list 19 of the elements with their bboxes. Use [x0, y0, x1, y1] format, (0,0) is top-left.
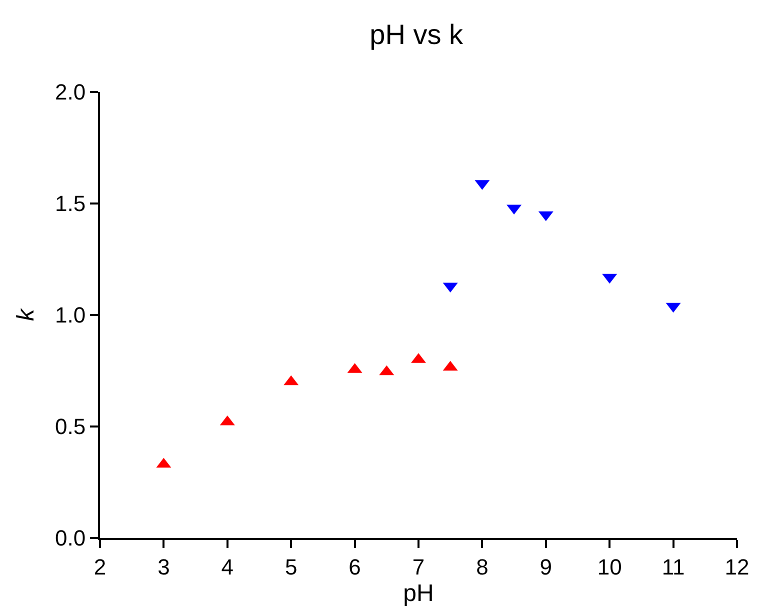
x-tick-label: 6: [348, 554, 361, 580]
x-axis-title: pH: [403, 580, 434, 608]
x-tick-label: 10: [597, 554, 622, 580]
chart-title: pH vs k: [370, 19, 464, 50]
x-tick-label: 2: [94, 554, 106, 580]
x-tick-label: 11: [662, 554, 685, 580]
y-tick-label: 1.0: [55, 302, 86, 328]
x-tick-label: 7: [412, 554, 425, 580]
y-tick-label: 2.0: [55, 80, 86, 105]
y-tick-label: 1.5: [55, 191, 86, 216]
x-tick-label: 8: [476, 554, 488, 580]
y-tick-label: 0.0: [55, 526, 86, 551]
x-tick-label: 3: [158, 554, 170, 580]
y-tick-label: 0.5: [55, 414, 86, 440]
x-tick-label: 5: [284, 554, 298, 580]
x-tick-label: 4: [221, 554, 234, 580]
x-tick-label: 12: [724, 554, 750, 580]
y-axis-title: k: [12, 307, 40, 321]
x-tick-label: 9: [540, 554, 552, 580]
